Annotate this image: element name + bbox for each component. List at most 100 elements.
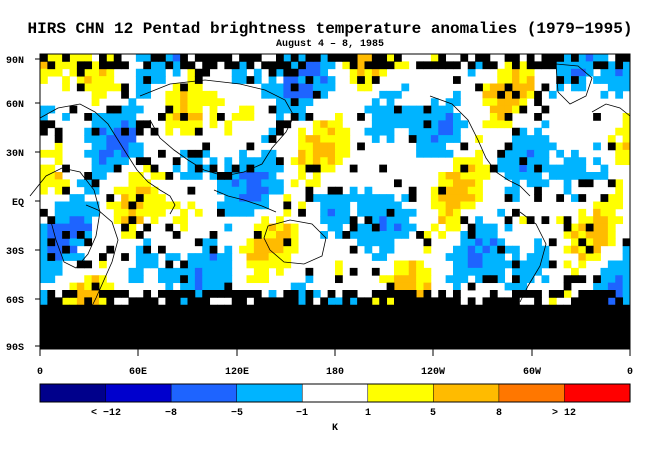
anomaly-cell [512, 267, 520, 276]
anomaly-cell [253, 179, 262, 188]
lon-label-60w: 60W [523, 367, 541, 378]
no-data-cell [91, 341, 100, 350]
anomaly-cell [578, 164, 587, 173]
anomaly-cell [453, 282, 461, 291]
no-data-cell [593, 334, 601, 343]
anomaly-cell [320, 120, 329, 129]
no-data-cell [231, 326, 240, 335]
anomaly-cell [239, 68, 247, 77]
coast-greenland [555, 63, 593, 105]
no-data-cell [401, 304, 410, 313]
anomaly-cell [489, 223, 498, 232]
colorbar-swatch [367, 383, 434, 403]
no-data-cell [467, 341, 476, 350]
no-data-cell [121, 90, 129, 99]
anomaly-cell [106, 68, 115, 77]
anomaly-cell [416, 127, 424, 136]
no-data-cell [342, 319, 351, 328]
anomaly-cell [445, 201, 454, 210]
anomaly-cell [143, 201, 152, 210]
no-data-cell [489, 334, 498, 343]
anomaly-cell [187, 253, 196, 261]
anomaly-cell [585, 54, 594, 62]
anomaly-cell [497, 157, 506, 166]
anomaly-cell [312, 68, 321, 77]
no-data-cell [408, 290, 417, 298]
anomaly-cell [209, 282, 218, 291]
anomaly-cell [394, 120, 402, 129]
no-data-cell [512, 61, 520, 70]
anomaly-cell [312, 142, 321, 151]
no-data-cell [246, 76, 255, 84]
anomaly-cell [430, 120, 439, 129]
anomaly-cell [47, 260, 56, 269]
anomaly-cell [460, 194, 469, 202]
no-data-cell [99, 54, 107, 62]
no-data-cell [47, 216, 56, 225]
no-data-cell [416, 319, 424, 328]
no-data-cell [113, 54, 122, 62]
anomaly-cell [349, 231, 358, 239]
anomaly-cell [571, 223, 579, 232]
no-data-cell [327, 54, 336, 62]
anomaly-cell [571, 61, 579, 70]
anomaly-cell [62, 179, 70, 188]
anomaly-cell [283, 76, 292, 84]
anomaly-cell [180, 267, 188, 276]
anomaly-cell [408, 208, 417, 217]
anomaly-cell [246, 260, 255, 269]
no-data-cell [106, 304, 115, 313]
anomaly-cell [128, 105, 137, 114]
anomaly-cell [401, 275, 410, 284]
anomaly-cell [622, 68, 631, 77]
anomaly-cell [349, 68, 358, 77]
anomaly-cell [526, 76, 535, 84]
anomaly-cell [519, 164, 528, 173]
no-data-cell [76, 304, 85, 313]
no-data-cell [497, 326, 506, 335]
anomaly-cell [165, 253, 174, 261]
anomaly-cell [135, 186, 144, 195]
no-data-cell [69, 312, 78, 320]
no-data-cell [622, 312, 631, 320]
no-data-cell [467, 319, 476, 328]
anomaly-cell [386, 238, 395, 247]
anomaly-cell [69, 68, 78, 77]
anomaly-cell [600, 231, 609, 239]
anomaly-cell [371, 194, 380, 202]
anomaly-cell [379, 113, 388, 121]
no-data-cell [239, 341, 247, 350]
anomaly-cell [268, 127, 277, 136]
anomaly-cell [84, 54, 93, 62]
anomaly-cell [430, 127, 439, 136]
anomaly-cell [453, 127, 461, 136]
anomaly-cell [416, 149, 424, 158]
anomaly-cell [180, 120, 188, 129]
no-data-cell [453, 326, 461, 335]
anomaly-cell [121, 149, 129, 158]
anomaly-cell [327, 142, 336, 151]
anomaly-cell [438, 149, 447, 158]
no-data-cell [504, 312, 513, 320]
no-data-cell [585, 334, 594, 343]
no-data-cell [224, 326, 233, 335]
no-data-cell [194, 149, 203, 158]
anomaly-cell [91, 208, 100, 217]
anomaly-cell [194, 90, 203, 99]
no-data-cell [239, 334, 247, 343]
no-data-cell [268, 326, 277, 335]
anomaly-cell [386, 54, 395, 62]
anomaly-cell [135, 54, 144, 62]
anomaly-cell [202, 267, 211, 276]
anomaly-cell [335, 120, 343, 129]
anomaly-cell [408, 127, 417, 136]
no-data-cell [335, 319, 343, 328]
colorbar-unit: K [332, 423, 338, 434]
anomaly-cell [460, 275, 469, 284]
no-data-cell [578, 238, 587, 247]
anomaly-cell [180, 172, 188, 180]
anomaly-cell [607, 216, 616, 225]
no-data-cell [548, 290, 557, 298]
anomaly-cell [475, 260, 483, 269]
anomaly-cell [312, 120, 321, 129]
